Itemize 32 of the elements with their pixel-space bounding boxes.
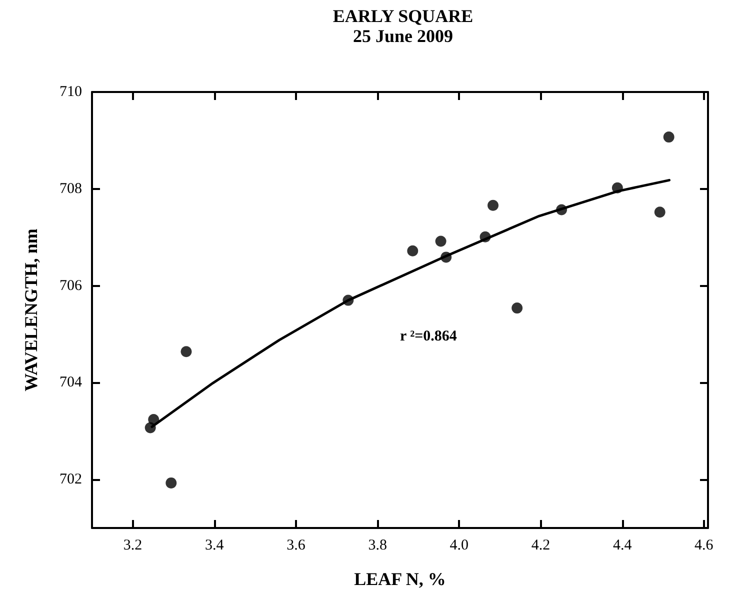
y-axis-title: WAVELENGTH, nm	[21, 228, 41, 392]
point	[612, 182, 623, 194]
annotation: r ²=0.864	[400, 328, 458, 344]
y-tick-label: 704	[60, 374, 82, 391]
x-axis-title: LEAF N, %	[354, 569, 446, 589]
y-tick-label: 708	[60, 180, 82, 197]
x-tick-label: 3.2	[123, 538, 142, 554]
point	[180, 346, 192, 358]
x-tick-label: 4.2	[531, 538, 550, 554]
point	[556, 204, 568, 216]
point	[435, 236, 446, 247]
y-tick-label: 702	[60, 472, 82, 488]
x-tick-label: 3.8	[368, 538, 387, 554]
x-tick-label: 3.6	[286, 538, 306, 554]
x-tick-label: 4.6	[694, 538, 714, 554]
point	[342, 294, 354, 306]
point	[480, 231, 491, 242]
point	[440, 252, 452, 263]
chart-subtitle: 25 June 2009	[352, 26, 454, 46]
x-tick-label: 3.4	[205, 538, 224, 554]
x-tick-label: 4.4	[612, 538, 632, 554]
point	[407, 245, 418, 256]
point	[148, 414, 160, 425]
point	[488, 200, 499, 211]
y-tick-label: 710	[60, 84, 82, 100]
point	[663, 132, 674, 143]
chart-title: EARLY SQUARE	[332, 6, 474, 26]
x-tick-label: 4.0	[450, 538, 469, 554]
point	[512, 302, 523, 314]
point	[166, 477, 177, 488]
point	[654, 206, 666, 218]
y-tick-label: 706	[60, 278, 82, 294]
